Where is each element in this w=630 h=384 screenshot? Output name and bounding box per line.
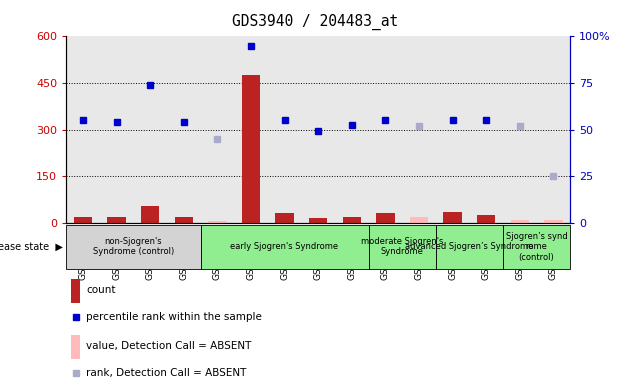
Text: early Sjogren's Syndrome: early Sjogren's Syndrome xyxy=(231,242,338,251)
Bar xyxy=(510,220,529,223)
Bar xyxy=(376,214,394,223)
Bar xyxy=(66,225,200,269)
Bar xyxy=(107,217,126,223)
Bar xyxy=(544,220,563,223)
Bar xyxy=(503,225,570,269)
Bar xyxy=(309,218,328,223)
Bar xyxy=(410,217,428,223)
Text: moderate Sjogren's
Syndrome: moderate Sjogren's Syndrome xyxy=(361,237,444,257)
Bar xyxy=(444,212,462,223)
Text: value, Detection Call = ABSENT: value, Detection Call = ABSENT xyxy=(86,341,252,351)
Text: rank, Detection Call = ABSENT: rank, Detection Call = ABSENT xyxy=(86,367,247,377)
Bar xyxy=(74,217,92,223)
Text: disease state  ▶: disease state ▶ xyxy=(0,242,63,252)
Bar xyxy=(71,335,80,359)
Bar xyxy=(141,206,159,223)
Bar xyxy=(477,215,495,223)
Text: non-Sjogren's
Syndrome (control): non-Sjogren's Syndrome (control) xyxy=(93,237,174,257)
Bar xyxy=(175,217,193,223)
Bar xyxy=(436,225,503,269)
Bar xyxy=(242,75,260,223)
Bar xyxy=(275,214,294,223)
Text: percentile rank within the sample: percentile rank within the sample xyxy=(86,312,262,322)
Bar xyxy=(71,279,80,303)
Text: GDS3940 / 204483_at: GDS3940 / 204483_at xyxy=(232,13,398,30)
Bar xyxy=(208,221,227,223)
Text: count: count xyxy=(86,285,116,295)
Bar xyxy=(343,217,361,223)
Text: Sjogren’s synd
rome
(control): Sjogren’s synd rome (control) xyxy=(506,232,568,262)
Bar xyxy=(200,225,369,269)
Bar xyxy=(369,225,436,269)
Text: advanced Sjogren’s Syndrome: advanced Sjogren’s Syndrome xyxy=(405,242,534,251)
